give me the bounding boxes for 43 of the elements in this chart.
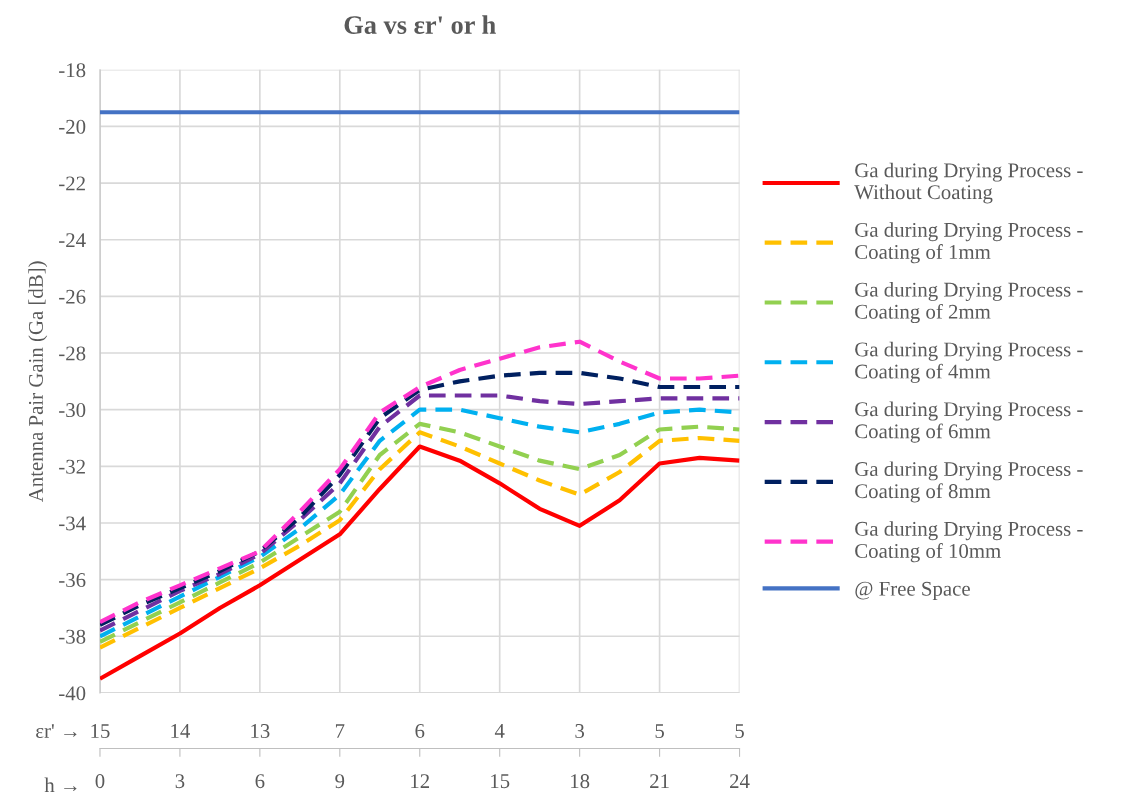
x-tick-label: 3 (175, 774, 185, 789)
text: 13 (251, 724, 270, 739)
x-tick-label: 21 (650, 774, 669, 788)
y-tick-label: -40 (59, 686, 86, 701)
y-tick-label: -30 (59, 403, 86, 418)
x-tick-label: 18 (571, 774, 590, 789)
y-tick-label: -32 (59, 459, 85, 474)
legend-label: Ga during Drying Process - Coating of 1mm (855, 222, 1083, 264)
text: 3 (575, 724, 585, 739)
text: 4 (494, 724, 505, 738)
text: 5 (735, 724, 744, 739)
y-tick-label: -18 (59, 63, 86, 78)
y-tick-label: -28 (59, 346, 86, 361)
legend-label: @ Free Space (855, 581, 970, 601)
x-tick-label: 12 (411, 774, 430, 788)
x-tick-label: 0 (95, 774, 105, 789)
text: 14 (171, 724, 191, 738)
legend-label: Ga during Drying Process - Coating of 2mm (855, 282, 1083, 324)
text: 15 (91, 724, 110, 739)
legend-label: Ga during Drying Process - Coating of 10mm (855, 521, 1083, 563)
legend-label: Ga during Drying Process - Coating of 8mm (855, 461, 1083, 503)
x-tick-label: 6 (255, 774, 265, 789)
y-tick-label: -34 (59, 516, 86, 531)
y-tick-label: -22 (59, 176, 85, 191)
legend-label: Ga during Drying Process - Coating of 4mm (855, 341, 1083, 383)
x-tick-label: 9 (335, 774, 345, 789)
text: 6 (415, 724, 425, 739)
x-tick-label: 24 (730, 774, 750, 788)
y-tick-label: -20 (59, 119, 86, 134)
y-axis-title: Antenna Pair Gain (Ga [dB]) (28, 261, 48, 503)
y-tick-label: -36 (59, 573, 86, 588)
x-tick-label: 15 (491, 774, 510, 789)
line-series (99, 444, 740, 681)
text: 5 (655, 724, 664, 739)
chart-title: Ga vs εr' or h (344, 15, 496, 34)
text: εr' → (36, 724, 77, 739)
text: 7 (335, 724, 345, 738)
legend-label: Ga during Drying Process - Coating of 6mm (855, 401, 1083, 443)
legend-label: Ga during Drying Process - Without Coating (854, 162, 1083, 204)
y-tick-label: -24 (59, 233, 86, 247)
y-tick-label: -38 (59, 629, 86, 644)
x-axis-title: h → (44, 777, 77, 793)
y-tick-label: -26 (59, 289, 86, 304)
